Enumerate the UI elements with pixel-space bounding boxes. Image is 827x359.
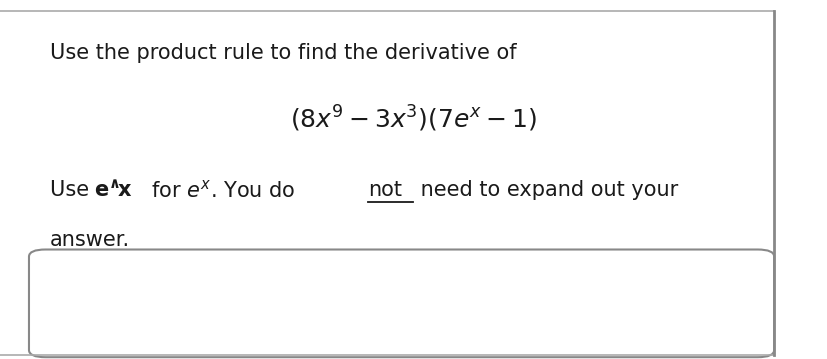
Text: $\bf{e}$$\bf{{}^{\wedge}\!x}$: $\bf{e}$$\bf{{}^{\wedge}\!x}$ (94, 180, 133, 201)
Text: for $e^x$. You do: for $e^x$. You do (145, 180, 296, 201)
Text: need to expand out your: need to expand out your (414, 180, 677, 200)
FancyBboxPatch shape (29, 250, 773, 357)
Text: $(8x^9 - 3x^3)(7e^x - 1)$: $(8x^9 - 3x^3)(7e^x - 1)$ (290, 104, 537, 134)
Text: not: not (367, 180, 401, 200)
Text: Use: Use (50, 180, 95, 200)
Text: Use the product rule to find the derivative of: Use the product rule to find the derivat… (50, 43, 516, 63)
Text: answer.: answer. (50, 230, 130, 250)
